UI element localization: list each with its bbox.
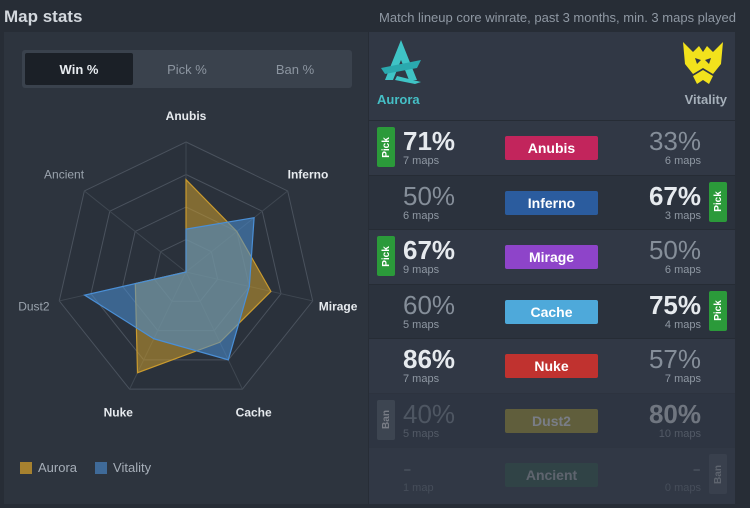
stat-tabs: Win % Pick % Ban %	[22, 50, 352, 88]
pick-badge: Pick	[709, 290, 727, 331]
map-rows: Pick 71% 7 maps Anubis 33% 6 maps Pick 5…	[369, 120, 735, 502]
page-title: Map stats	[4, 7, 83, 26]
aurora-stat: 67% 9 maps	[403, 236, 455, 276]
tab-pick-pct[interactable]: Pick %	[167, 61, 207, 77]
aurora-stat: 50% 6 maps	[403, 182, 455, 222]
team-name-vitality: Vitality	[684, 92, 727, 107]
vitality-winrate: -	[692, 453, 701, 483]
vitality-winrate: 33%	[648, 126, 701, 156]
legend-swatch-vitality	[95, 461, 108, 474]
tab-win-pct[interactable]: Win %	[25, 53, 133, 85]
radar-chart: Anubis Inferno Mirage Cache Nuke Dust2 Ancient	[18, 109, 358, 420]
aurora-stat: 71% 7 maps	[403, 127, 455, 167]
team-name-aurora: Aurora	[377, 92, 420, 107]
map-table-panel: Aurora Vitality Pick 71% 7 maps Anubis 3…	[369, 32, 735, 504]
tab-ban-pct[interactable]: Ban %	[275, 61, 315, 77]
vitality-stat: 50% 6 maps	[649, 236, 701, 276]
vitality-maps-played: 4 maps	[664, 318, 701, 331]
vitality-stat: - 0 maps	[665, 454, 701, 494]
vitality-stat: 80% 10 maps	[649, 400, 701, 440]
map-row-ancient[interactable]: Ban - 1 map Ancient - 0 maps	[369, 447, 735, 502]
map-name-button[interactable]: Inferno	[505, 190, 598, 215]
vitality-stat: 67% 3 maps	[649, 182, 701, 222]
vitality-maps-played: 0 maps	[664, 482, 701, 494]
vitality-maps-played: 6 maps	[664, 264, 701, 276]
map-name-button[interactable]: Ancient	[505, 463, 598, 487]
team-aurora[interactable]: Aurora	[377, 38, 425, 107]
vitality-maps-played: 7 maps	[664, 373, 701, 385]
pick-badge: Pick	[377, 236, 395, 276]
ban-badge: Ban	[709, 454, 727, 494]
radar-axis-label-anubis: Anubis	[166, 109, 207, 123]
vitality-winrate: 50%	[648, 235, 701, 265]
aurora-stat: - 1 map	[403, 454, 434, 494]
vitality-maps-played: 3 maps	[664, 209, 701, 222]
aurora-winrate: -	[403, 453, 412, 483]
vitality-stat: 33% 6 maps	[649, 127, 701, 167]
aurora-maps-played: 7 maps	[403, 373, 440, 385]
map-name-button[interactable]: Anubis	[505, 136, 598, 160]
aurora-maps-played: 7 maps	[403, 155, 440, 167]
radar-axis-label-mirage: Mirage	[319, 300, 358, 314]
legend-item-aurora[interactable]: Aurora	[20, 460, 77, 475]
aurora-maps-played: 5 maps	[403, 318, 440, 331]
radar-axis-label-cache: Cache	[236, 406, 272, 420]
map-stats-header: Map stats Match lineup core winrate, pas…	[0, 0, 750, 34]
aurora-winrate: 86%	[403, 344, 456, 374]
aurora-winrate: 50%	[403, 180, 456, 211]
legend-label-aurora: Aurora	[38, 460, 78, 475]
map-row-mirage[interactable]: Pick 67% 9 maps Mirage 50% 6 maps	[369, 229, 735, 284]
ban-badge: Ban	[377, 399, 395, 440]
aurora-stat: 40% 5 maps	[403, 400, 455, 440]
vitality-stat: 57% 7 maps	[649, 345, 701, 385]
radar-axis-line	[84, 190, 187, 273]
team-vitality[interactable]: Vitality	[679, 38, 727, 107]
radar-grid-ring	[90, 173, 282, 361]
vitality-maps-played: 6 maps	[664, 155, 701, 167]
pick-badge: Pick	[709, 181, 727, 222]
vitality-maps-played: 10 maps	[658, 427, 701, 440]
vitality-winrate: 80%	[648, 398, 701, 429]
map-name-button[interactable]: Cache	[505, 299, 598, 324]
legend-swatch-aurora	[20, 461, 32, 474]
map-name-button[interactable]: Dust2	[505, 408, 598, 433]
radar-axis-label-ancient: Ancient	[44, 168, 85, 182]
radar-axis-label-inferno: Inferno	[288, 168, 329, 182]
aurora-stat: 60% 5 maps	[403, 291, 455, 331]
map-row-dust2[interactable]: Ban 40% 5 maps Dust2 80% 10 maps	[369, 392, 735, 447]
aurora-maps-played: 6 maps	[403, 209, 440, 222]
radar-axis-label-dust2: Dust2	[18, 300, 50, 314]
chart-legend: Aurora Vitality	[20, 460, 151, 475]
radar-axis-label-nuke: Nuke	[104, 406, 134, 420]
legend-item-vitality[interactable]: Vitality	[95, 460, 151, 475]
map-row-anubis[interactable]: Pick 71% 7 maps Anubis 33% 6 maps	[369, 120, 735, 175]
map-row-nuke[interactable]: 86% 7 maps Nuke 57% 7 maps	[369, 338, 735, 393]
vitality-winrate: 75%	[648, 289, 701, 320]
aurora-maps-played: 5 maps	[403, 427, 440, 440]
page-subtitle: Match lineup core winrate, past 3 months…	[379, 9, 736, 25]
map-name-button[interactable]: Nuke	[505, 354, 598, 378]
aurora-winrate: 60%	[403, 289, 456, 320]
vitality-stat: 75% 4 maps	[649, 291, 701, 331]
team-header: Aurora Vitality	[369, 32, 735, 118]
aurora-winrate: 40%	[403, 398, 456, 429]
legend-label-vitality: Vitality	[113, 460, 152, 475]
pick-badge: Pick	[377, 127, 395, 167]
aurora-winrate: 71%	[403, 126, 456, 156]
map-name-button[interactable]: Mirage	[505, 245, 598, 269]
radar-panel: Win % Pick % Ban % Anubis Inferno Mirage Ca…	[4, 32, 368, 504]
vitality-winrate: 57%	[648, 344, 701, 374]
vitality-winrate: 67%	[648, 180, 701, 211]
map-row-inferno[interactable]: Pick 50% 6 maps Inferno 67% 3 maps	[369, 174, 735, 229]
vitality-logo-icon	[683, 42, 723, 84]
map-row-cache[interactable]: Pick 60% 5 maps Cache 75% 4 maps	[369, 283, 735, 338]
aurora-winrate: 67%	[403, 235, 456, 265]
aurora-maps-played: 9 maps	[403, 264, 440, 276]
radar-series-vitality	[83, 216, 255, 361]
aurora-stat: 86% 7 maps	[403, 345, 455, 385]
aurora-maps-played: 1 map	[403, 482, 434, 494]
aurora-logo-icon	[381, 40, 421, 84]
